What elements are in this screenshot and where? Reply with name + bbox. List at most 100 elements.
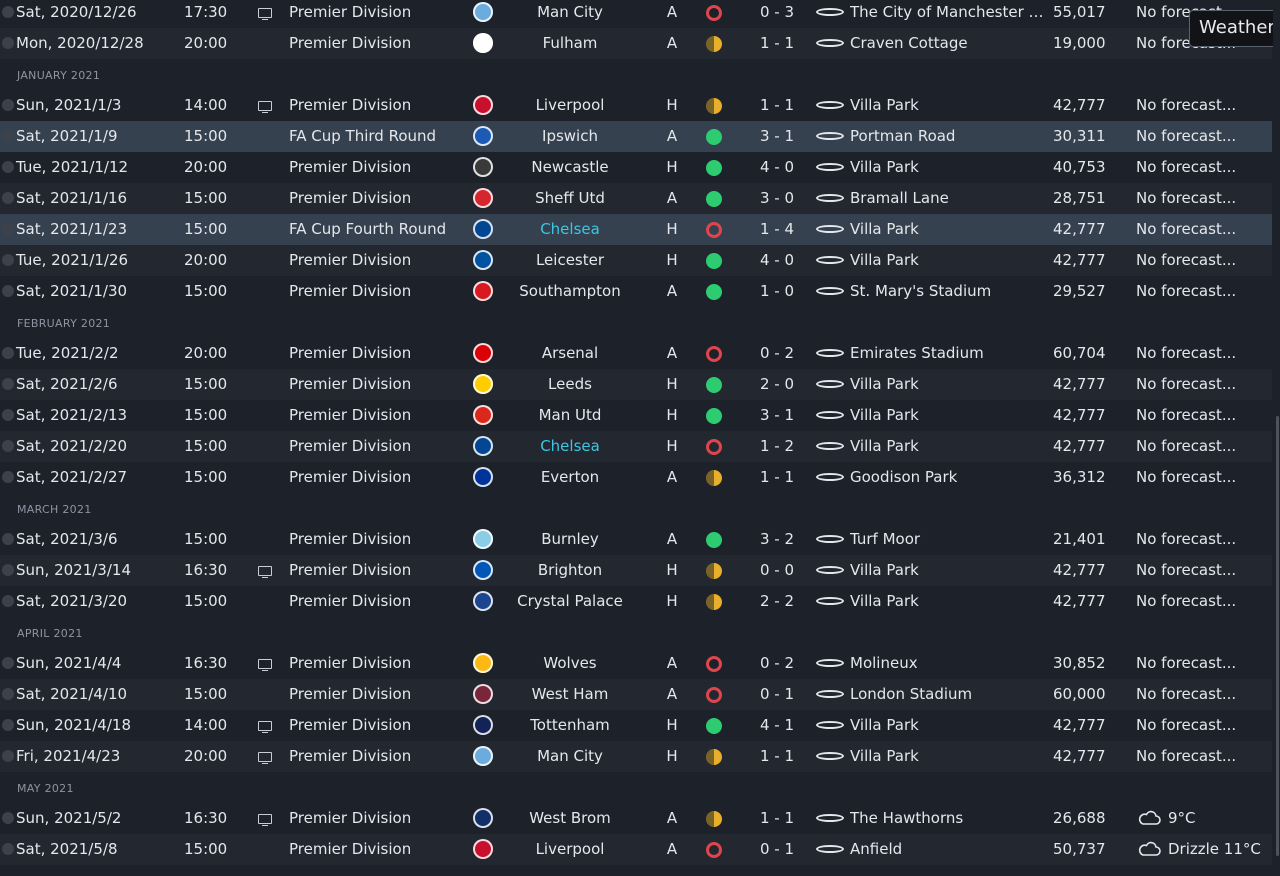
match-score[interactable]: 1 - 1	[759, 747, 795, 765]
match-score[interactable]: 3 - 1	[759, 127, 795, 145]
competition-link[interactable]: Premier Division	[289, 344, 412, 362]
opponent-link[interactable]: Fulham	[542, 34, 598, 52]
competition-link[interactable]: Premier Division	[289, 716, 412, 734]
stadium-name[interactable]: Anfield	[850, 840, 903, 858]
opponent-link[interactable]: Everton	[540, 468, 600, 486]
match-score[interactable]: 0 - 3	[759, 3, 795, 21]
match-score[interactable]: 3 - 1	[759, 406, 795, 424]
fixture-row[interactable]: Sun, 2021/4/4 16:30 Premier Division Wolves…	[0, 648, 1272, 679]
fixture-row[interactable]: Sun, 2021/4/18 14:00 Premier Division Totte…	[0, 710, 1272, 741]
competition-link[interactable]: Premier Division	[289, 96, 412, 114]
fixture-row[interactable]: Sat, 2021/4/10 15:00 Premier Division West …	[0, 679, 1272, 710]
opponent-link[interactable]: Crystal Palace	[517, 592, 623, 610]
fixture-row[interactable]: Sat, 2021/3/20 15:00 Premier Division Cryst…	[0, 586, 1272, 617]
fixture-row[interactable]: Tue, 2021/1/26 20:00 Premier Division Leice…	[0, 245, 1272, 276]
fixture-row[interactable]: Sat, 2021/1/23 15:00 FA Cup Fourth Round Ch…	[0, 214, 1272, 245]
stadium-name[interactable]: Turf Moor	[850, 530, 921, 548]
opponent-link[interactable]: Sheff Utd	[535, 189, 605, 207]
competition-link[interactable]: Premier Division	[289, 685, 412, 703]
stadium-name[interactable]: Villa Park	[850, 251, 919, 269]
stadium-name[interactable]: St. Mary's Stadium	[850, 282, 992, 300]
stadium-name[interactable]: Villa Park	[850, 375, 919, 393]
match-score[interactable]: 1 - 2	[759, 437, 795, 455]
match-score[interactable]: 1 - 0	[759, 282, 795, 300]
competition-link[interactable]: Premier Division	[289, 251, 412, 269]
match-score[interactable]: 1 - 1	[759, 34, 795, 52]
competition-link[interactable]: Premier Division	[289, 282, 412, 300]
competition-link[interactable]: Premier Division	[289, 3, 412, 21]
match-score[interactable]: 3 - 0	[759, 189, 795, 207]
match-score[interactable]: 4 - 0	[759, 251, 795, 269]
match-score[interactable]: 0 - 0	[759, 561, 795, 579]
opponent-link[interactable]: Man Utd	[538, 406, 602, 424]
fixture-row[interactable]: Sat, 2021/1/30 15:00 Premier Division South…	[0, 276, 1272, 307]
stadium-name[interactable]: The Hawthorns	[850, 809, 964, 827]
fixture-row[interactable]: Sat, 2021/2/13 15:00 Premier Division Man U…	[0, 400, 1272, 431]
fixture-row[interactable]: Tue, 2021/2/2 20:00 Premier Division Arsena…	[0, 338, 1272, 369]
match-score[interactable]: 0 - 2	[759, 344, 795, 362]
stadium-name[interactable]: Villa Park	[850, 96, 919, 114]
fixture-row[interactable]: Sun, 2021/1/3 14:00 Premier Division Liverp…	[0, 90, 1272, 121]
stadium-name[interactable]: Goodison Park	[850, 468, 958, 486]
opponent-link[interactable]: Brighton	[537, 561, 603, 579]
opponent-link[interactable]: Arsenal	[541, 344, 599, 362]
stadium-name[interactable]: Villa Park	[850, 220, 919, 238]
fixture-row[interactable]: Sat, 2021/1/16 15:00 Premier Division Sheff…	[0, 183, 1272, 214]
competition-link[interactable]: Premier Division	[289, 34, 412, 52]
competition-link[interactable]: Premier Division	[289, 809, 412, 827]
match-score[interactable]: 2 - 2	[759, 592, 795, 610]
opponent-link[interactable]: Liverpool	[535, 840, 605, 858]
fixture-row[interactable]: Fri, 2021/4/23 20:00 Premier Division Man C…	[0, 741, 1272, 772]
stadium-name[interactable]: Villa Park	[850, 592, 919, 610]
fixture-row[interactable]: Tue, 2021/1/12 20:00 Premier Division Newca…	[0, 152, 1272, 183]
competition-link[interactable]: Premier Division	[289, 189, 412, 207]
opponent-link[interactable]: Liverpool	[535, 96, 605, 114]
opponent-link[interactable]: Ipswich	[542, 127, 598, 145]
stadium-name[interactable]: Villa Park	[850, 747, 919, 765]
opponent-link[interactable]: Tottenham	[530, 716, 610, 734]
competition-link[interactable]: Premier Division	[289, 468, 412, 486]
fixture-row[interactable]: Sat, 2020/12/26 17:30 Premier Division Man …	[0, 0, 1272, 28]
match-score[interactable]: 1 - 1	[759, 96, 795, 114]
fixture-row[interactable]: Sun, 2021/3/14 16:30 Premier Division Brigh…	[0, 555, 1272, 586]
match-score[interactable]: 0 - 1	[759, 685, 795, 703]
competition-link[interactable]: Premier Division	[289, 158, 412, 176]
opponent-link[interactable]: Chelsea	[540, 220, 600, 238]
stadium-name[interactable]: Villa Park	[850, 437, 919, 455]
match-score[interactable]: 1 - 1	[759, 468, 795, 486]
competition-link[interactable]: Premier Division	[289, 375, 412, 393]
opponent-link[interactable]: West Ham	[531, 685, 609, 703]
opponent-link[interactable]: West Brom	[529, 809, 611, 827]
stadium-name[interactable]: Villa Park	[850, 158, 919, 176]
scrollbar-thumb[interactable]	[1276, 416, 1279, 856]
competition-link[interactable]: Premier Division	[289, 654, 412, 672]
opponent-link[interactable]: Newcastle	[531, 158, 609, 176]
fixture-row[interactable]: Sat, 2021/2/20 15:00 Premier Division Chels…	[0, 431, 1272, 462]
competition-link[interactable]: Premier Division	[289, 840, 412, 858]
fixture-row[interactable]: Mon, 2020/12/28 20:00 Premier Division Fulh…	[0, 28, 1272, 59]
opponent-link[interactable]: Southampton	[519, 282, 621, 300]
stadium-name[interactable]: Villa Park	[850, 561, 919, 579]
fixture-row[interactable]: Sat, 2021/3/6 15:00 Premier Division Burnle…	[0, 524, 1272, 555]
stadium-name[interactable]: Villa Park	[850, 406, 919, 424]
opponent-link[interactable]: Man City	[537, 747, 603, 765]
match-score[interactable]: 4 - 0	[759, 158, 795, 176]
fixture-row[interactable]: Sat, 2021/5/8 15:00 Premier Division Liverp…	[0, 834, 1272, 865]
competition-link[interactable]: Premier Division	[289, 530, 412, 548]
fixture-row[interactable]: Sat, 2021/2/6 15:00 Premier Division Leeds H…	[0, 369, 1272, 400]
opponent-link[interactable]: Burnley	[541, 530, 599, 548]
opponent-link[interactable]: Wolves	[543, 654, 597, 672]
fixture-row[interactable]: Sat, 2021/1/9 15:00 FA Cup Third Round Ipsw…	[0, 121, 1272, 152]
stadium-name[interactable]: Craven Cottage	[850, 34, 968, 52]
match-score[interactable]: 1 - 4	[759, 220, 795, 238]
competition-link[interactable]: Premier Division	[289, 561, 412, 579]
stadium-name[interactable]: Bramall Lane	[850, 189, 949, 207]
competition-link[interactable]: Premier Division	[289, 406, 412, 424]
competition-link[interactable]: FA Cup Third Round	[289, 127, 437, 145]
stadium-name[interactable]: London Stadium	[850, 685, 973, 703]
opponent-link[interactable]: Leicester	[535, 251, 605, 269]
opponent-link[interactable]: Man City	[537, 3, 603, 21]
fixture-row[interactable]: Sat, 2021/2/27 15:00 Premier Division Evert…	[0, 462, 1272, 493]
competition-link[interactable]: Premier Division	[289, 747, 412, 765]
match-score[interactable]: 4 - 1	[759, 716, 795, 734]
